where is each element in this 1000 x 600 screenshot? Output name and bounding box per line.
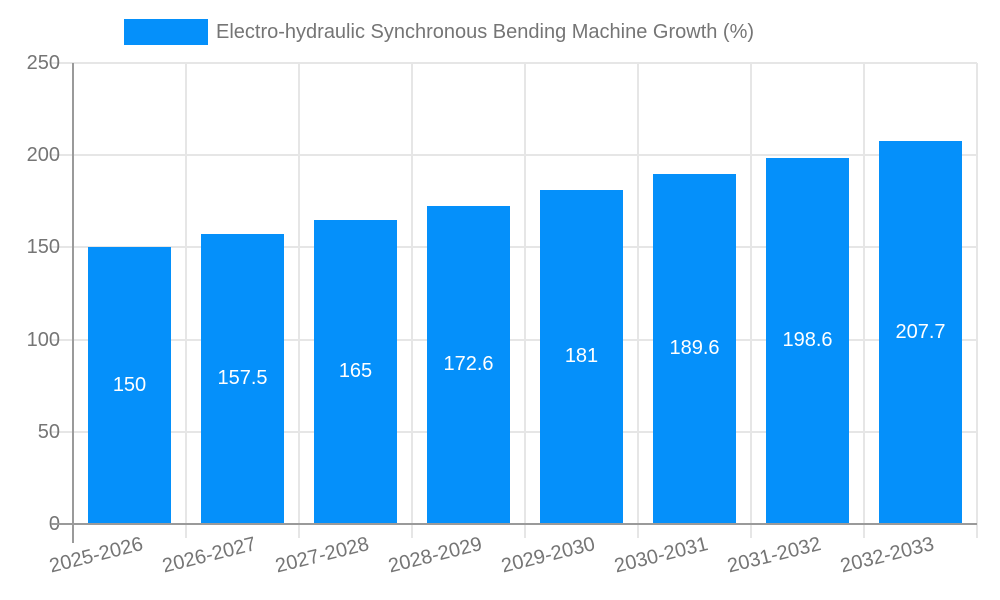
gridline-horizontal [51,154,977,157]
bar[interactable] [88,247,171,524]
y-axis-tick-label: 150 [26,236,60,259]
bar-value-label: 189.6 [669,337,720,360]
bar-value-label: 172.6 [443,352,494,375]
y-axis-tick-label: 100 [26,328,60,351]
gridline-vertical [185,63,187,538]
bar[interactable] [879,141,962,524]
gridline-horizontal [51,338,977,341]
bar[interactable] [201,233,284,524]
legend-label: Electro-hydraulic Synchronous Bending Ma… [216,21,755,43]
gridline-vertical [750,63,752,538]
bar[interactable] [314,219,397,524]
legend-swatch [124,19,208,45]
gridline-horizontal [51,430,977,433]
bar-value-label: 198.6 [782,328,833,351]
gridline-vertical [298,63,300,538]
bar-value-label: 207.7 [895,320,946,343]
y-axis-tick-label: 200 [26,144,60,167]
gridline-vertical [863,63,865,538]
bar-value-label: 150 [112,373,147,396]
gridline-vertical [637,63,639,538]
gridline-horizontal [51,62,977,64]
gridline-vertical [976,63,978,538]
bar-value-label: 165 [338,359,373,382]
bar[interactable] [766,157,849,524]
bar-value-label: 181 [564,345,599,368]
y-axis-line [72,63,74,543]
bar[interactable] [427,205,510,524]
plot-area: 150 157.5 165 172.6 181 189.6 198.6 207.7 [51,62,978,543]
bar[interactable] [540,190,623,524]
gridline-vertical [411,63,413,538]
gridline-vertical [524,63,526,538]
bar-value-label: 157.5 [217,366,268,389]
y-axis-tick-label: 50 [37,420,60,443]
gridline-horizontal [51,246,977,249]
bar[interactable] [653,174,736,524]
x-axis-line [51,523,977,525]
legend-item[interactable]: Electro-hydraulic Synchronous Bending Ma… [124,19,754,45]
y-axis-tick-label: 250 [26,52,60,74]
